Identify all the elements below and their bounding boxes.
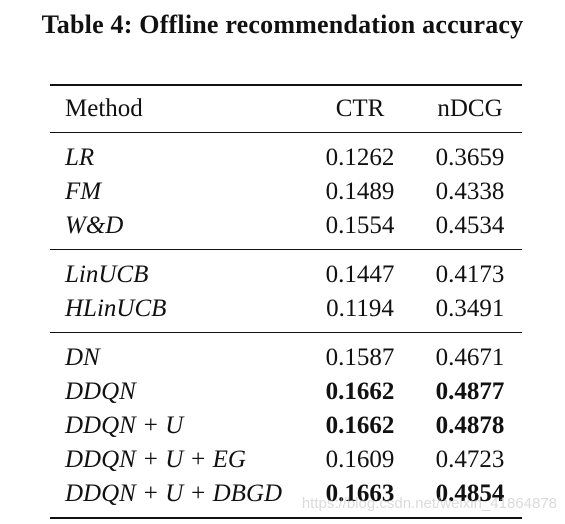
header-rule	[50, 132, 522, 133]
method-cell: HLinUCB	[65, 295, 167, 322]
group-spacer	[50, 250, 522, 258]
method-cell: FM	[65, 178, 102, 205]
ctr-cell: 0.1447	[325, 261, 395, 288]
method-cell: DDQN	[65, 378, 136, 405]
ctr-cell: 0.1194	[326, 295, 394, 322]
results-table: Method CTR nDCG LR 0.1262 0.3659 FM 0.1489 0.…	[50, 84, 522, 519]
table-caption: Table 4: Offline recommendation accuracy	[41, 10, 524, 39]
method-cell: W&D	[65, 212, 124, 239]
ndcg-cell: 0.4878	[435, 412, 505, 439]
ndcg-cell: 0.4723	[435, 446, 505, 473]
ndcg-cell: 0.4173	[435, 261, 505, 288]
table-row: DDQN + U + EG 0.1609 0.4723	[50, 443, 522, 477]
ndcg-cell: 0.4534	[435, 212, 505, 239]
method-cell: LR	[65, 144, 95, 171]
table-row: DDQN + U 0.1662 0.4878	[50, 409, 522, 443]
top-rule	[50, 84, 522, 86]
watermark-text: https://blog.csdn.net/weixin_41864878	[301, 495, 557, 512]
ctr-cell: 0.1554	[325, 212, 395, 239]
group-spacer	[50, 333, 522, 341]
column-header-ctr: CTR	[335, 95, 385, 122]
method-cell: DDQN + U + DBGD	[65, 480, 283, 507]
column-header-method: Method	[65, 95, 143, 122]
table-row: DN 0.1587 0.4671	[50, 341, 522, 375]
header-row: Method CTR nDCG	[50, 86, 522, 132]
table-row: HLinUCB 0.1194 0.3491	[50, 292, 522, 326]
group-separator-rule	[50, 332, 522, 333]
method-cell: DN	[65, 344, 100, 371]
table-row: W&D 0.1554 0.4534	[50, 209, 522, 243]
method-cell: DDQN + U	[65, 412, 184, 439]
table-row: LR 0.1262 0.3659	[50, 141, 522, 175]
ndcg-cell: 0.4338	[435, 178, 505, 205]
ndcg-cell: 0.3659	[435, 144, 505, 171]
method-cell: DDQN + U + EG	[65, 446, 246, 473]
table-row: FM 0.1489 0.4338	[50, 175, 522, 209]
table-row: DDQN 0.1662 0.4877	[50, 375, 522, 409]
ctr-cell: 0.1489	[325, 178, 395, 205]
ndcg-cell: 0.4877	[435, 378, 505, 405]
ctr-cell: 0.1609	[325, 446, 395, 473]
ctr-cell: 0.1262	[325, 144, 395, 171]
ndcg-cell: 0.4854	[435, 480, 505, 507]
group-separator-rule	[50, 249, 522, 250]
table-row: DDQN + U + DBGD 0.1663 0.4854	[50, 477, 522, 511]
table-row: LinUCB 0.1447 0.4173	[50, 258, 522, 292]
ctr-cell: 0.1662	[325, 378, 395, 405]
ctr-cell: 0.1663	[325, 480, 395, 507]
ctr-cell: 0.1587	[325, 344, 395, 371]
column-header-ndcg: nDCG	[437, 95, 503, 122]
method-cell: LinUCB	[65, 261, 149, 288]
ctr-cell: 0.1662	[325, 412, 395, 439]
ndcg-cell: 0.3491	[435, 295, 505, 322]
ndcg-cell: 0.4671	[435, 344, 505, 371]
group-spacer	[50, 133, 522, 141]
table-body: LR 0.1262 0.3659 FM 0.1489 0.4338 W&D 0.1554 0.4…	[50, 133, 522, 519]
bottom-rule	[50, 517, 522, 519]
